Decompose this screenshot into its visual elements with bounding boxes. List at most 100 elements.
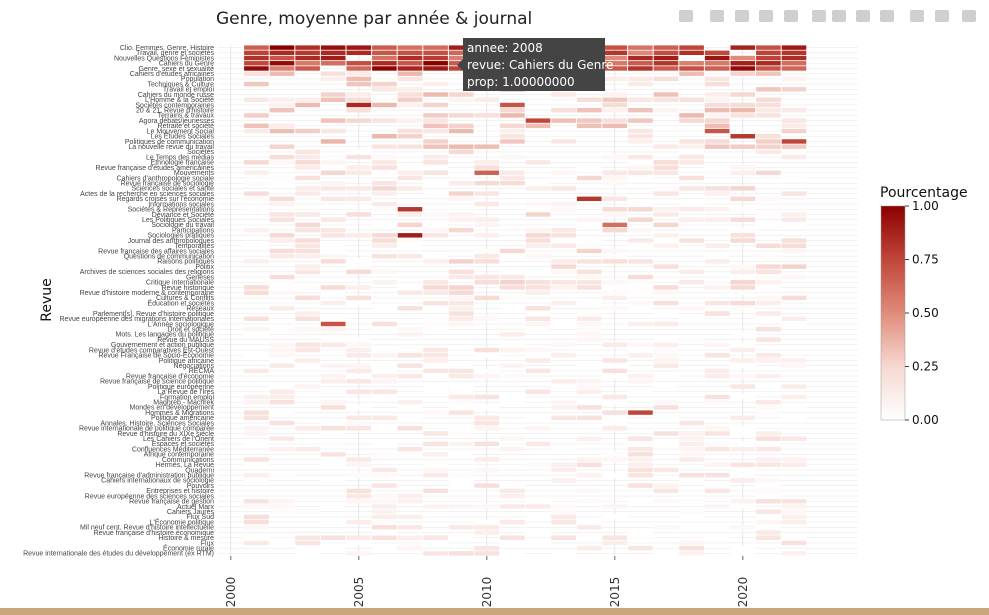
heatmap-cell[interactable] [576, 248, 602, 254]
heatmap-cell[interactable] [269, 420, 295, 426]
heatmap-cell[interactable] [500, 347, 525, 353]
heatmap-cell[interactable] [423, 452, 448, 457]
heatmap-cell[interactable] [653, 353, 679, 358]
heatmap-cell[interactable] [730, 504, 756, 509]
heatmap-cell[interactable] [679, 457, 704, 462]
heatmap-cell[interactable] [602, 540, 628, 546]
heatmap-cell[interactable] [653, 186, 679, 191]
heatmap-cell[interactable] [372, 134, 397, 139]
heatmap-cell[interactable] [269, 504, 295, 509]
heatmap-cell[interactable] [397, 128, 423, 134]
heatmap-cell[interactable] [602, 253, 628, 259]
heatmap-cell[interactable] [372, 389, 397, 394]
heatmap-cell[interactable] [730, 144, 756, 149]
heatmap-cell[interactable] [525, 426, 551, 431]
heatmap-cell[interactable] [756, 280, 781, 285]
plotly-logo-icon[interactable] [962, 10, 976, 22]
heatmap-cell[interactable] [704, 186, 730, 191]
heatmap-cell[interactable] [704, 394, 730, 400]
heatmap-cell[interactable] [628, 342, 653, 348]
heatmap-cell[interactable] [346, 389, 372, 394]
heatmap-cell[interactable] [602, 102, 628, 108]
heatmap-cell[interactable] [730, 92, 756, 97]
heatmap-cell[interactable] [320, 92, 346, 97]
heatmap-cell[interactable] [602, 426, 628, 431]
heatmap-cell[interactable] [474, 191, 500, 196]
heatmap-cell[interactable] [628, 300, 653, 306]
heatmap-cell[interactable] [756, 300, 781, 306]
heatmap-cell[interactable] [781, 243, 807, 248]
heatmap-cell[interactable] [295, 426, 320, 431]
heatmap-cell[interactable] [628, 441, 653, 447]
heatmap-cell[interactable] [372, 519, 397, 525]
heatmap-cell[interactable] [423, 467, 448, 473]
heatmap-cell[interactable] [679, 50, 704, 56]
heatmap-cell[interactable] [679, 144, 704, 149]
heatmap-cell[interactable] [474, 525, 500, 530]
heatmap-cell[interactable] [448, 212, 474, 217]
heatmap-cell[interactable] [730, 306, 756, 311]
heatmap-cell[interactable] [551, 280, 576, 285]
heatmap-cell[interactable] [346, 92, 372, 97]
heatmap-cell[interactable] [628, 55, 653, 61]
heatmap-cell[interactable] [602, 180, 628, 186]
heatmap-cell[interactable] [628, 259, 653, 264]
heatmap-cell[interactable] [756, 326, 781, 332]
heatmap-cell[interactable] [372, 353, 397, 358]
heatmap-cell[interactable] [448, 472, 474, 478]
heatmap-cell[interactable] [551, 233, 576, 238]
heatmap-cell[interactable] [704, 259, 730, 264]
heatmap-cell[interactable] [423, 170, 448, 175]
heatmap-cell[interactable] [679, 97, 704, 102]
heatmap-cell[interactable] [397, 71, 423, 76]
heatmap-cell[interactable] [730, 61, 756, 66]
heatmap-cell[interactable] [781, 61, 807, 66]
heatmap-cell[interactable] [372, 483, 397, 488]
heatmap-cell[interactable] [295, 316, 320, 321]
heatmap-cell[interactable] [397, 373, 423, 379]
heatmap-cell[interactable] [551, 186, 576, 191]
heatmap-cell[interactable] [346, 61, 372, 66]
heatmap-cell[interactable] [346, 212, 372, 217]
heatmap-cell[interactable] [346, 295, 372, 301]
heatmap-cell[interactable] [448, 196, 474, 202]
heatmap-cell[interactable] [679, 420, 704, 426]
heatmap-cell[interactable] [244, 71, 269, 76]
heatmap-cell[interactable] [756, 530, 781, 535]
heatmap-cell[interactable] [244, 540, 269, 546]
heatmap-cell[interactable] [269, 540, 295, 546]
heatmap-cell[interactable] [653, 290, 679, 295]
heatmap-cell[interactable] [679, 207, 704, 212]
heatmap-cell[interactable] [653, 233, 679, 238]
heatmap-cell[interactable] [269, 363, 295, 368]
heatmap-cell[interactable] [423, 410, 448, 415]
heatmap-cell[interactable] [397, 326, 423, 332]
heatmap-cell[interactable] [423, 347, 448, 353]
heatmap-cell[interactable] [320, 316, 346, 321]
heatmap-cell[interactable] [653, 45, 679, 50]
heatmap-cell[interactable] [653, 415, 679, 421]
heatmap-cell[interactable] [704, 300, 730, 306]
heatmap-cell[interactable] [372, 253, 397, 259]
heatmap-cell[interactable] [500, 170, 525, 175]
heatmap-cell[interactable] [500, 342, 525, 348]
heatmap-cell[interactable] [244, 61, 269, 66]
heatmap-cell[interactable] [448, 394, 474, 400]
heatmap-cell[interactable] [602, 472, 628, 478]
heatmap-cell[interactable] [653, 337, 679, 342]
heatmap-cell[interactable] [653, 342, 679, 348]
heatmap-cell[interactable] [756, 144, 781, 149]
heatmap-cell[interactable] [346, 379, 372, 384]
heatmap-cell[interactable] [372, 170, 397, 175]
heatmap-cell[interactable] [551, 201, 576, 207]
heatmap-cell[interactable] [423, 368, 448, 374]
heatmap-cell[interactable] [525, 321, 551, 327]
heatmap-cell[interactable] [320, 71, 346, 76]
heatmap-cell[interactable] [704, 170, 730, 175]
heatmap-cell[interactable] [756, 285, 781, 290]
heatmap-cell[interactable] [704, 373, 730, 379]
heatmap-cell[interactable] [679, 436, 704, 441]
heatmap-cell[interactable] [372, 347, 397, 353]
heatmap-cell[interactable] [576, 389, 602, 394]
heatmap-cell[interactable] [781, 274, 807, 280]
